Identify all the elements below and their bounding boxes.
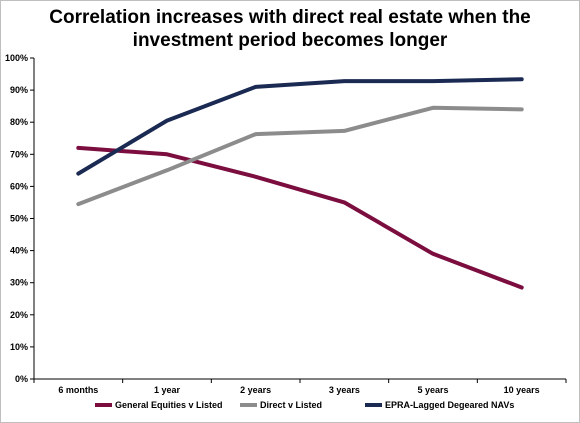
y-tick-label: 70%	[10, 149, 28, 159]
y-tick-label: 100%	[5, 53, 28, 63]
legend-label: Direct v Listed	[260, 400, 322, 410]
y-tick-label: 40%	[10, 246, 28, 256]
x-axis: 6 months 1 year 2 years 3 years 5 years 10 ye…	[33, 378, 567, 395]
series-line-1	[76, 105, 524, 207]
y-tick-label: 20%	[10, 310, 28, 320]
x-tick-label: 1 year	[154, 385, 181, 395]
chart-title: Correlation increases with direct real e…	[0, 6, 580, 52]
x-tick-label: 3 years	[329, 385, 360, 395]
series-line-2	[76, 77, 524, 176]
y-tick-label: 60%	[10, 181, 28, 191]
x-tick-label: 5 years	[417, 385, 448, 395]
chart-title-line-1: Correlation increases with direct real e…	[49, 7, 531, 28]
legend: General Equities v Listed Direct v Listed…	[95, 400, 514, 410]
y-tick-label: 10%	[10, 342, 28, 352]
x-tick-label: 6 months	[58, 385, 98, 395]
y-tick-label: 30%	[10, 278, 28, 288]
y-tick-label: 80%	[10, 117, 28, 127]
legend-label: General Equities v Listed	[115, 400, 223, 410]
series-layer	[76, 77, 524, 290]
y-axis: 0% 10% 20% 30% 40% 50% 60% 70% 80% 90% 100%	[5, 53, 35, 384]
y-tick-label: 90%	[10, 85, 28, 95]
x-tick-label: 10 years	[504, 385, 540, 395]
chart-title-line-2: investment period becomes longer	[132, 30, 448, 51]
y-tick-label: 50%	[10, 214, 28, 224]
legend-label: EPRA-Lagged Degeared NAVs	[385, 400, 514, 410]
series-line-0	[76, 145, 524, 290]
x-tick-label: 2 years	[240, 385, 271, 395]
y-tick-label: 0%	[15, 374, 28, 384]
